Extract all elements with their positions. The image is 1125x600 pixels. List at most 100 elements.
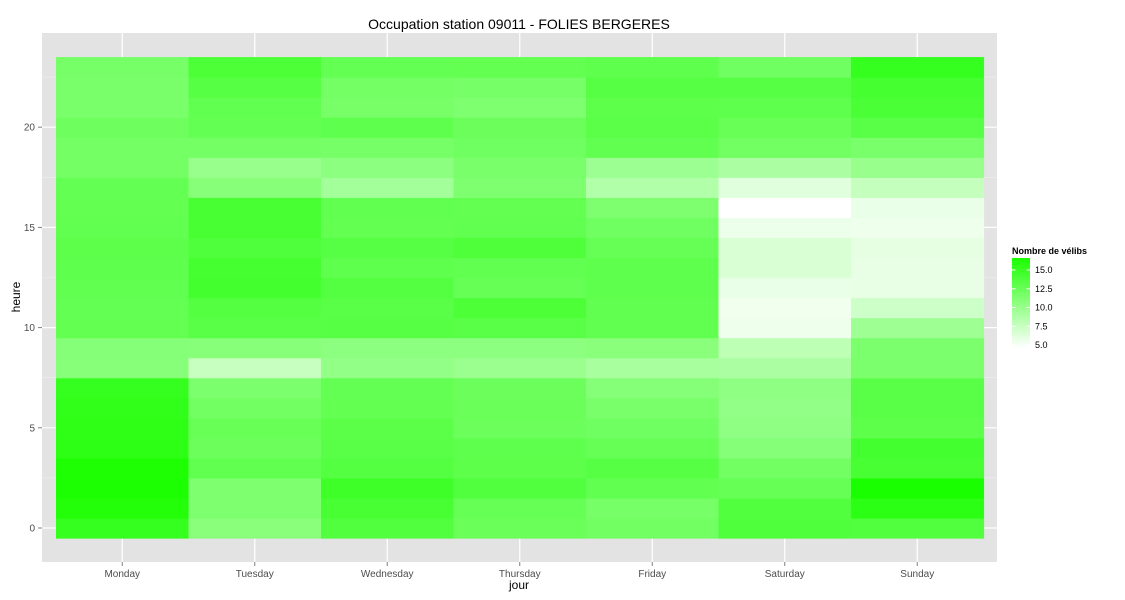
heatmap-tile	[586, 217, 720, 239]
heatmap-tile	[56, 197, 190, 218]
heatmap-tile	[851, 77, 985, 98]
heatmap-tile	[718, 197, 852, 218]
heatmap-tile	[718, 517, 852, 539]
heatmap-tile	[56, 377, 190, 399]
heatmap-tile	[718, 137, 852, 158]
heatmap-tile	[718, 117, 852, 138]
heatmap-tile	[453, 57, 587, 78]
heatmap-tile	[718, 337, 852, 359]
heatmap-tile	[56, 277, 190, 299]
heatmap-tile	[321, 517, 455, 539]
heatmap-tile	[453, 257, 587, 279]
heatmap-tile	[188, 517, 322, 539]
heatmap-tiles	[56, 57, 985, 539]
heatmap-tile	[851, 157, 985, 178]
heatmap-tile	[56, 337, 190, 359]
heatmap-tile	[718, 217, 852, 239]
heatmap-tile	[718, 437, 852, 459]
heatmap-tile	[586, 277, 720, 299]
heatmap-tile	[453, 457, 587, 479]
heatmap-tile	[851, 177, 985, 198]
heatmap-tile	[188, 137, 322, 158]
legend-tick-label: 12.5	[1035, 284, 1053, 294]
heatmap-tile	[586, 77, 720, 98]
heatmap-tile	[718, 277, 852, 299]
heatmap-tile	[188, 177, 322, 198]
heatmap-tile	[586, 437, 720, 459]
heatmap-tile	[321, 157, 455, 178]
legend-ticks: 15.0 12.5 10.0 7.5 5.0	[1012, 265, 1053, 350]
heatmap-tile	[188, 217, 322, 239]
heatmap-tile	[851, 57, 985, 78]
x-tick-label: Saturday	[765, 569, 805, 580]
heatmap-tile	[851, 237, 985, 259]
heatmap-tile	[453, 497, 587, 519]
heatmap-tile	[56, 297, 190, 319]
y-tick-label: 20	[24, 123, 36, 134]
heatmap-tile	[321, 177, 455, 198]
heatmap-tile	[453, 137, 587, 158]
heatmap-tile	[851, 517, 985, 539]
x-tick-label: Tuesday	[236, 569, 274, 580]
legend-tick-label: 5.0	[1035, 340, 1048, 350]
heatmap-tile	[321, 117, 455, 138]
heatmap-tile	[586, 137, 720, 158]
heatmap-tile	[851, 337, 985, 359]
legend-tick-label: 7.5	[1035, 321, 1048, 331]
heatmap-tile	[321, 257, 455, 279]
heatmap-tile	[321, 477, 455, 499]
heatmap-tile	[718, 397, 852, 419]
y-tick-label: 15	[24, 223, 36, 234]
heatmap-tile	[188, 417, 322, 439]
heatmap-tile	[56, 437, 190, 459]
heatmap-tile	[188, 197, 322, 218]
heatmap-tile	[321, 457, 455, 479]
heatmap-tile	[851, 357, 985, 379]
y-tick-label: 5	[29, 423, 35, 434]
heatmap-tile	[851, 477, 985, 499]
heatmap-tile	[453, 357, 587, 379]
heatmap-tile	[321, 357, 455, 379]
heatmap-tile	[188, 297, 322, 319]
heatmap-tile	[56, 217, 190, 239]
heatmap-tile	[586, 57, 720, 78]
heatmap-tile	[188, 277, 322, 299]
heatmap-tile	[321, 317, 455, 339]
heatmap-tile	[321, 277, 455, 299]
heatmap-tile	[56, 317, 190, 339]
heatmap-tile	[718, 457, 852, 479]
heatmap-tile	[56, 257, 190, 279]
heatmap-tile	[56, 457, 190, 479]
heatmap-tile	[851, 197, 985, 218]
heatmap-tile	[851, 257, 985, 279]
heatmap-tile	[851, 317, 985, 339]
heatmap-tile	[453, 177, 587, 198]
legend-tick-label: 15.0	[1035, 265, 1053, 275]
heatmap-tile	[851, 437, 985, 459]
heatmap-tile	[56, 237, 190, 259]
legend-colorbar	[1012, 258, 1030, 348]
heatmap-tile	[453, 437, 587, 459]
heatmap-tile	[586, 497, 720, 519]
heatmap-tile	[321, 97, 455, 118]
heatmap-tile	[586, 177, 720, 198]
heatmap-tile	[851, 457, 985, 479]
heatmap-tile	[188, 317, 322, 339]
heatmap-tile	[321, 297, 455, 319]
heatmap-tile	[188, 457, 322, 479]
heatmap-tile	[453, 337, 587, 359]
heatmap-tile	[188, 57, 322, 78]
x-tick-label: Wednesday	[361, 569, 414, 580]
heatmap-tile	[56, 177, 190, 198]
color-legend: Nombre de vélibs 15.0 12.5 10.0 7.5 5.0	[1012, 246, 1087, 350]
heatmap-tile	[851, 217, 985, 239]
heatmap-tile	[718, 97, 852, 118]
heatmap-tile	[321, 77, 455, 98]
heatmap-tile	[851, 117, 985, 138]
heatmap-tile	[851, 497, 985, 519]
heatmap-tile	[718, 317, 852, 339]
heatmap-tile	[718, 257, 852, 279]
heatmap-tile	[453, 317, 587, 339]
heatmap-tile	[718, 237, 852, 259]
